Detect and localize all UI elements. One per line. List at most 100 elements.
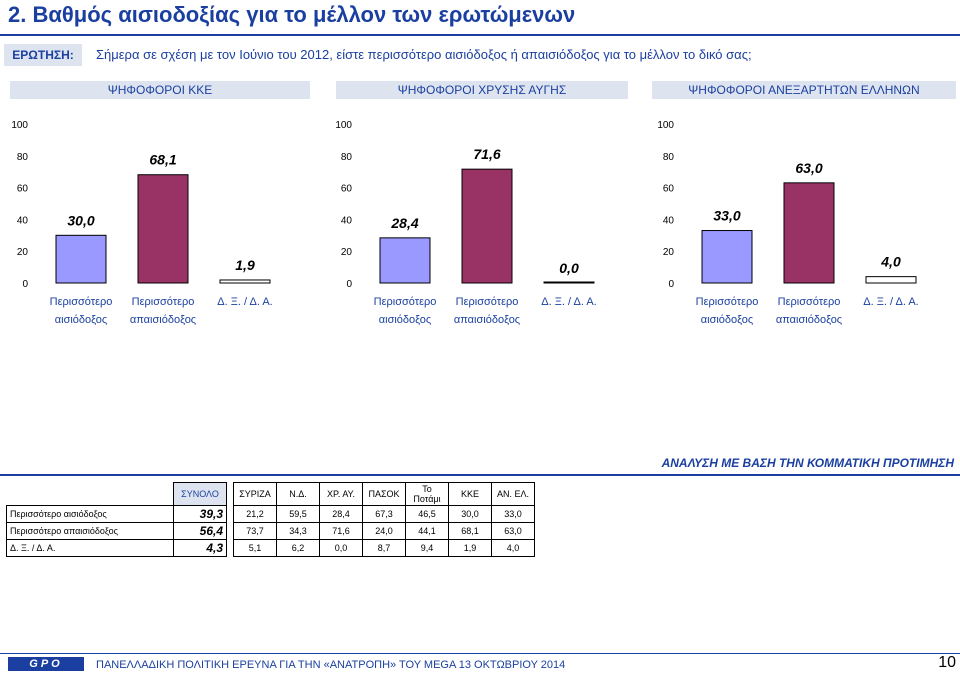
cell-value: 67,3 (362, 505, 406, 523)
cell-value: 63,0 (491, 522, 535, 540)
row-label: Δ. Ξ. / Δ. Α. (6, 539, 174, 557)
cell-value: 44,1 (405, 522, 449, 540)
row-gap (226, 522, 234, 540)
data-label: 30,0 (67, 212, 94, 228)
chart-2-title: ΨΗΦΟΦΟΡΟΙ ΧΡΥΣΗΣ ΑΥΓΗΣ (336, 81, 628, 99)
cell-value: 68,1 (448, 522, 492, 540)
y-tick-label: 40 (663, 215, 675, 226)
bar (783, 182, 835, 284)
cell-value: 24,0 (362, 522, 406, 540)
cell-value: 5,1 (233, 539, 277, 557)
bar (137, 174, 189, 284)
y-tick-label: 80 (663, 152, 675, 163)
category-label: Δ. Ξ. / Δ. Α. (863, 296, 918, 308)
bar (543, 281, 595, 284)
table-header-row: ΣΥΝΟΛΟ ΣΥΡΙΖΑ Ν.Δ. ΧΡ. ΑΥ. ΠΑΣΟΚ Το Ποτά… (7, 482, 535, 506)
row-total: 4,3 (173, 539, 227, 557)
category-label: Δ. Ξ. / Δ. Α. (217, 296, 272, 308)
gpo-logo: GPO (8, 657, 84, 671)
row-total: 39,3 (173, 505, 227, 523)
cell-value: 73,7 (233, 522, 277, 540)
cell-value: 28,4 (319, 505, 363, 523)
data-label: 63,0 (795, 160, 822, 176)
category-label: αισιόδοξος (701, 314, 753, 326)
y-tick-label: 40 (17, 215, 29, 226)
table-header-gap (227, 483, 234, 506)
data-label: 28,4 (390, 215, 418, 231)
cell-value: 33,0 (491, 505, 535, 523)
chart-1-title: ΨΗΦΟΦΟΡΟΙ ΚΚΕ (10, 81, 310, 99)
table-row: Περισσότερο αισιόδοξος 39,3 21,2 59,5 28… (6, 505, 535, 523)
party-breakdown-table: ΣΥΝΟΛΟ ΣΥΡΙΖΑ Ν.Δ. ΧΡ. ΑΥ. ΠΑΣΟΚ Το Ποτά… (6, 482, 535, 557)
footer-text: ΠΑΝΕΛΛΑΔΙΚΗ ΠΟΛΙΤΙΚΗ ΕΡΕΥΝΑ ΓΙΑ ΤΗΝ «ΑΝΑ… (96, 659, 566, 671)
chart-1: 0 20 40 60 80 100 30,0 Περισσότερο αισιόδοξος 68,… (11, 120, 272, 326)
y-tick-label: 100 (657, 120, 674, 131)
category-label: αισιόδοξος (55, 314, 107, 326)
table-header-party: ΑΝ. ΕΛ. (491, 482, 535, 506)
category-label: Περισσότερο (132, 296, 195, 308)
y-tick-label: 80 (341, 152, 353, 163)
question-text: Σήμερα σε σχέση με τον Ιούνιο του 2012, … (96, 47, 752, 62)
chart-2: 0 20 40 60 80 100 28,4 Περισσότερο αισιόδοξος 71,… (335, 120, 596, 326)
bar (379, 237, 431, 284)
y-tick-label: 100 (335, 120, 352, 131)
table-row: Δ. Ξ. / Δ. Α. 4,3 5,1 6,2 0,0 8,7 9,4 1,… (6, 539, 535, 557)
y-tick-label: 0 (346, 279, 352, 290)
category-label: Περισσότερο (778, 296, 841, 308)
cell-value: 0,0 (319, 539, 363, 557)
y-tick-label: 40 (341, 215, 353, 226)
table-header-party: Ν.Δ. (276, 482, 320, 506)
table-header-total: ΣΥΝΟΛΟ (173, 482, 227, 506)
data-label: 33,0 (713, 208, 740, 224)
title-divider (0, 34, 960, 36)
cell-value: 71,6 (319, 522, 363, 540)
category-label: Περισσότερο (696, 296, 759, 308)
row-label: Περισσότερο αισιόδοξος (6, 505, 174, 523)
table-header-party: ΣΥΡΙΖΑ (233, 482, 277, 506)
y-tick-label: 100 (11, 120, 28, 131)
page-title: 2. Βαθμός αισιοδοξίας για το μέλλον των … (8, 2, 576, 27)
chart-3-title: ΨΗΦΟΦΟΡΟΙ ΑΝΕΞΑΡΤΗΤΩΝ ΕΛΛΗΝΩΝ (652, 81, 956, 99)
y-tick-label: 0 (22, 279, 28, 290)
cell-value: 59,5 (276, 505, 320, 523)
row-label: Περισσότερο απαισιόδοξος (6, 522, 174, 540)
data-label: 1,9 (235, 257, 255, 273)
bar (219, 279, 271, 284)
y-tick-label: 20 (17, 247, 29, 258)
cell-value: 1,9 (448, 539, 492, 557)
bar (55, 234, 107, 284)
cell-value: 21,2 (233, 505, 277, 523)
table-header-party: ΚΚΕ (448, 482, 492, 506)
cell-value: 34,3 (276, 522, 320, 540)
cell-value: 4,0 (491, 539, 535, 557)
row-gap (226, 505, 234, 523)
data-label: 68,1 (149, 152, 176, 168)
y-tick-label: 0 (668, 279, 674, 290)
category-label: Περισσότερο (374, 296, 437, 308)
cell-value: 6,2 (276, 539, 320, 557)
page-number: 10 (938, 654, 956, 671)
data-label: 4,0 (880, 254, 901, 270)
y-tick-label: 20 (341, 247, 353, 258)
y-tick-label: 20 (663, 247, 675, 258)
row-total: 56,4 (173, 522, 227, 540)
chart-3: 0 20 40 60 80 100 33,0 Περισσότερο αισιόδοξος 63,… (657, 120, 918, 326)
y-tick-label: 60 (341, 184, 353, 195)
analysis-divider (0, 474, 960, 476)
data-label: 0,0 (559, 260, 579, 276)
category-label: απαισιόδοξος (454, 314, 520, 326)
category-label: Δ. Ξ. / Δ. Α. (541, 296, 596, 308)
row-gap (226, 539, 234, 557)
y-tick-label: 80 (17, 152, 29, 163)
category-label: Περισσότερο (50, 296, 113, 308)
category-label: Περισσότερο (456, 296, 519, 308)
cell-value: 9,4 (405, 539, 449, 557)
table-header-party: ΠΑΣΟΚ (362, 482, 406, 506)
cell-value: 30,0 (448, 505, 492, 523)
table-header-party: Το Ποτάμι (405, 482, 449, 506)
y-tick-label: 60 (17, 184, 29, 195)
category-label: αισιόδοξος (379, 314, 431, 326)
bar (865, 276, 917, 284)
y-tick-label: 60 (663, 184, 675, 195)
table-header-party: ΧΡ. ΑΥ. (319, 482, 363, 506)
